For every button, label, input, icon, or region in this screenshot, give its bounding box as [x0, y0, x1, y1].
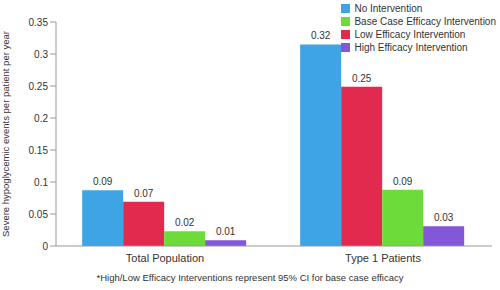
- svg-text:0.09: 0.09: [93, 176, 113, 187]
- svg-text:Total Population: Total Population: [126, 252, 204, 264]
- svg-text:Type 1 Patients: Type 1 Patients: [345, 252, 421, 264]
- html-text:*High/Low Efficacy Interventio: *High/Low Efficacy Interventions represe…: [96, 272, 404, 283]
- svg-text:0.32: 0.32: [311, 30, 331, 41]
- svg-text:Severe hypoglycemic events per: Severe hypoglycemic events per patient p…: [8, 31, 11, 237]
- svg-text:0: 0: [42, 241, 48, 252]
- svg-text:0.3: 0.3: [34, 49, 48, 60]
- svg-text:0.05: 0.05: [29, 209, 49, 220]
- svg-text:0.02: 0.02: [175, 217, 195, 228]
- svg-text:0.03: 0.03: [434, 212, 454, 223]
- svg-text:0.25: 0.25: [352, 73, 372, 84]
- svg-text:0.09: 0.09: [393, 176, 413, 187]
- html-text:High Efficacy Intervention: High Efficacy Intervention: [354, 42, 468, 53]
- svg-text:0.2: 0.2: [34, 113, 48, 124]
- svg-text:0.1: 0.1: [34, 177, 48, 188]
- svg-text:0.15: 0.15: [29, 145, 49, 156]
- html-text:Base Case Efficacy Interventio: Base Case Efficacy Intervention: [354, 16, 496, 27]
- svg-text:0.35: 0.35: [29, 17, 49, 28]
- html-text:No Intervention: No Intervention: [354, 3, 423, 14]
- html-text:Low Efficacy Intervention: Low Efficacy Intervention: [354, 29, 466, 40]
- svg-text:0.01: 0.01: [216, 226, 236, 237]
- svg-text:0.07: 0.07: [134, 188, 154, 199]
- svg-text:0.25: 0.25: [29, 81, 49, 92]
